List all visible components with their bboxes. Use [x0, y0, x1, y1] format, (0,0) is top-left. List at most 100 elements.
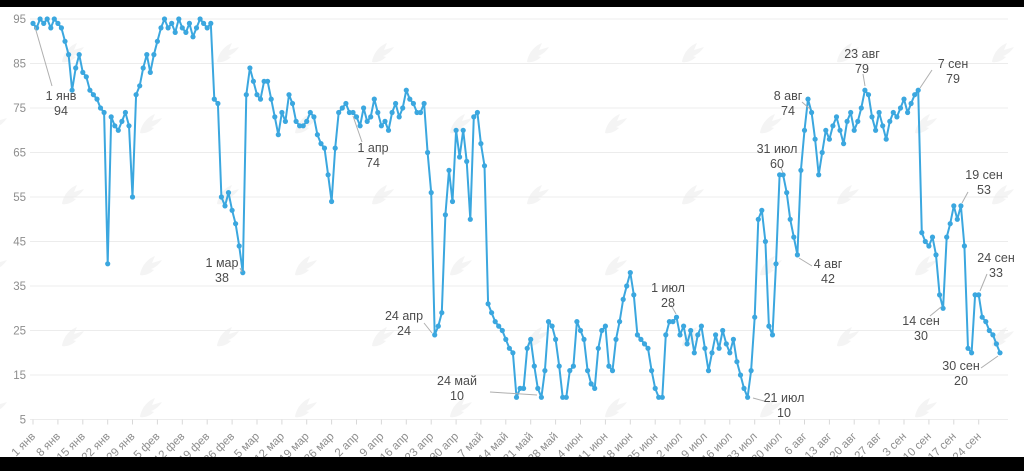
data-point — [403, 87, 409, 93]
data-point — [581, 336, 587, 342]
data-point — [638, 336, 644, 342]
data-point — [442, 212, 448, 218]
data-point — [30, 20, 36, 26]
data-point — [282, 118, 288, 124]
data-point — [883, 136, 889, 142]
watermark-logo-icon — [450, 256, 472, 276]
data-point — [762, 238, 769, 245]
data-point — [481, 163, 488, 169]
data-point — [133, 92, 139, 98]
data-point — [851, 127, 857, 133]
data-point — [55, 20, 61, 26]
data-point — [87, 87, 93, 93]
watermark-logo-icon — [837, 327, 859, 347]
data-point — [439, 310, 445, 316]
data-point — [513, 394, 520, 400]
data-point — [620, 296, 626, 302]
data-point — [894, 114, 900, 120]
data-point — [236, 243, 242, 249]
data-point — [83, 74, 89, 80]
data-point — [492, 319, 498, 325]
annotation-value: 10 — [777, 406, 791, 420]
data-point — [432, 332, 438, 338]
watermark-logo-icon — [527, 185, 549, 205]
annotation-date: 21 июл — [764, 391, 805, 405]
watermark-logo-icon — [605, 114, 627, 134]
annotation-leader-line — [979, 273, 988, 292]
data-point — [218, 194, 224, 200]
data-point — [976, 292, 982, 298]
data-point — [816, 172, 822, 178]
data-point — [350, 109, 356, 116]
data-point — [652, 385, 658, 391]
data-point — [528, 336, 534, 342]
watermark-logo-icon — [527, 43, 549, 63]
data-point — [798, 167, 804, 173]
data-point — [97, 105, 104, 111]
data-point — [343, 100, 349, 107]
data-point — [336, 109, 342, 116]
data-point — [684, 341, 690, 347]
annotation-date: 1 июл — [651, 281, 685, 295]
annotation-value: 38 — [215, 271, 229, 285]
data-point — [929, 234, 936, 240]
data-point — [780, 172, 786, 178]
data-point — [567, 368, 573, 374]
watermark-logo-icon — [372, 43, 394, 63]
data-point — [190, 34, 196, 40]
data-point — [250, 78, 256, 84]
data-point — [563, 394, 569, 400]
y-axis-label: 35 — [13, 281, 26, 293]
annotation-value: 20 — [954, 374, 968, 388]
data-point — [325, 172, 331, 178]
data-point — [289, 100, 296, 107]
data-point — [641, 341, 648, 347]
watermark-logo-icon — [527, 327, 549, 347]
data-point — [417, 109, 424, 116]
data-point — [709, 350, 715, 356]
annotation-leader-line — [352, 115, 363, 143]
data-point — [329, 198, 335, 205]
data-point — [446, 167, 452, 173]
data-point — [361, 105, 367, 111]
data-point — [577, 327, 584, 334]
data-point — [919, 230, 925, 236]
data-point — [193, 25, 200, 31]
data-point — [805, 96, 811, 102]
annotation-date: 24 май — [437, 374, 477, 388]
data-point — [318, 141, 324, 147]
watermark-logo-icon — [295, 398, 317, 418]
data-point — [140, 65, 146, 71]
annotation-date: 1 апр — [357, 141, 388, 155]
watermark-logo-icon — [992, 185, 1014, 205]
data-point — [588, 381, 594, 387]
data-point — [76, 52, 82, 58]
annotation-value: 28 — [661, 296, 675, 310]
data-point — [233, 221, 239, 227]
data-point — [677, 332, 683, 338]
data-point — [720, 327, 726, 334]
data-point — [286, 92, 292, 98]
data-point — [137, 83, 143, 89]
data-point — [727, 350, 733, 356]
data-point — [673, 314, 680, 320]
data-point — [574, 319, 580, 325]
data-point — [400, 105, 406, 111]
data-point — [339, 105, 345, 111]
data-point — [841, 141, 847, 147]
data-point — [364, 118, 370, 124]
data-point — [681, 323, 687, 329]
data-point — [656, 394, 662, 400]
watermark-logo-icon — [992, 43, 1014, 63]
x-axis-label: 1 янв — [10, 431, 38, 459]
data-point — [293, 118, 299, 124]
y-axis-label: 25 — [13, 326, 26, 338]
data-point — [211, 96, 217, 102]
data-point — [119, 118, 125, 124]
data-point — [901, 96, 907, 102]
data-point — [435, 323, 441, 329]
annotation-leader-line — [862, 73, 866, 87]
data-point — [865, 92, 872, 98]
data-point — [538, 394, 545, 400]
data-point — [734, 359, 740, 365]
